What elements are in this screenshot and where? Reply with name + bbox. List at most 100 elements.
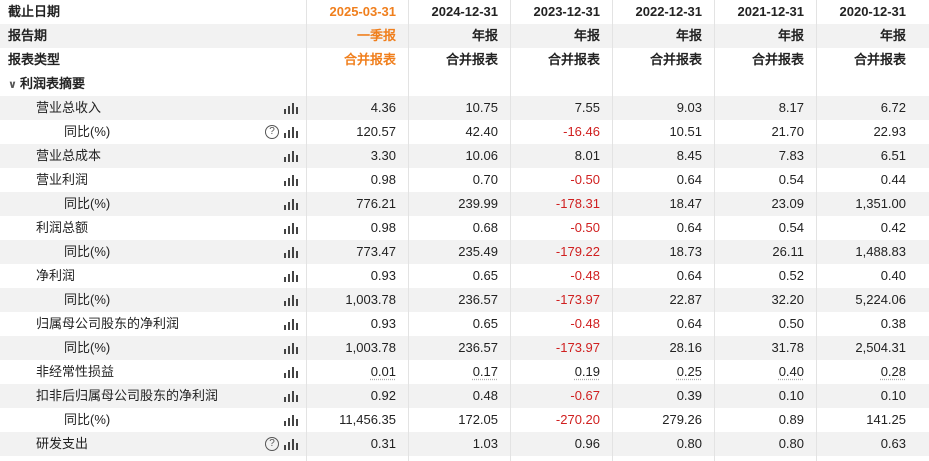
bar-chart-icon[interactable] bbox=[284, 366, 298, 378]
value-cell: 31.78 bbox=[771, 340, 804, 355]
table-row: 净利润 0.93 0.65 -0.48 0.64 0.52 0.40 bbox=[0, 264, 929, 288]
value-cell: 773.47 bbox=[356, 244, 396, 259]
bar-chart-icon[interactable] bbox=[284, 414, 298, 426]
value-cell: -16.46 bbox=[563, 124, 600, 139]
value-link[interactable]: 0.19 bbox=[574, 364, 600, 379]
row-label: 同比(%) bbox=[64, 292, 111, 307]
bar-chart-icon[interactable] bbox=[284, 222, 298, 234]
value-cell: 9.03 bbox=[676, 100, 702, 115]
table-row: 同比(%) 11,456.35 172.05 -270.20 279.26 0.89 141… bbox=[0, 408, 929, 432]
value-cell: 22.93 bbox=[873, 124, 906, 139]
value-cell: 6.51 bbox=[880, 148, 906, 163]
value-cell: -270.20 bbox=[555, 412, 600, 427]
header-cell: 合并报表 bbox=[853, 52, 906, 67]
help-circle-icon[interactable]: ? bbox=[265, 437, 279, 451]
value-cell: 0.01 bbox=[306, 360, 402, 384]
header-cell[interactable]: 2022-12-31 bbox=[635, 4, 703, 19]
bar-chart-icon[interactable] bbox=[284, 342, 298, 354]
value-cell: 21.70 bbox=[771, 124, 804, 139]
header-cell[interactable]: 2023-12-31 bbox=[533, 4, 601, 19]
value-cell: 0.93 bbox=[370, 316, 396, 331]
value-cell: 0.98 bbox=[370, 220, 396, 235]
bar-chart-icon[interactable] bbox=[284, 390, 298, 402]
value-cell: 2,504.31 bbox=[855, 340, 906, 355]
bar-chart-icon[interactable] bbox=[284, 270, 298, 282]
value-cell: 0.50 bbox=[778, 316, 804, 331]
header-cell[interactable]: 2021-12-31 bbox=[737, 4, 805, 19]
value-cell: 236.57 bbox=[458, 292, 498, 307]
row-icons: ? bbox=[265, 432, 298, 456]
table-row: 营业总成本 3.30 10.06 8.01 8.45 7.83 6.51 bbox=[0, 144, 929, 168]
value-cell: 18.47 bbox=[669, 196, 702, 211]
value-cell: 7.55 bbox=[574, 100, 600, 115]
bar-chart-icon[interactable] bbox=[284, 294, 298, 306]
value-cell: 0.89 bbox=[778, 412, 804, 427]
table-row: 研发支出? 0.31 1.03 0.96 0.80 0.80 0.63 bbox=[0, 432, 929, 456]
value-link[interactable]: 0.28 bbox=[880, 364, 906, 379]
value-link[interactable]: 0.25 bbox=[676, 364, 702, 379]
value-cell: 776.21 bbox=[356, 196, 396, 211]
value-cell: -173.97 bbox=[555, 292, 600, 307]
help-circle-icon[interactable]: ? bbox=[265, 125, 279, 139]
row-icons bbox=[284, 216, 298, 240]
value-cell: 0.54 bbox=[778, 172, 804, 187]
value-cell: 0.48 bbox=[472, 388, 498, 403]
header-row: 报告期 一季报 年报 年报 年报 年报 年报 bbox=[0, 24, 929, 48]
column-divider bbox=[408, 0, 409, 461]
value-cell: 0.64 bbox=[676, 172, 702, 187]
row-icons bbox=[284, 168, 298, 192]
bar-chart-icon[interactable] bbox=[284, 438, 298, 450]
row-icons bbox=[284, 240, 298, 264]
row-icons: ? bbox=[265, 120, 298, 144]
value-cell: 1.03 bbox=[472, 436, 498, 451]
value-cell: 0.10 bbox=[778, 388, 804, 403]
row-label: 利润总额 bbox=[36, 220, 89, 235]
row-label: 净利润 bbox=[36, 268, 76, 283]
header-cell[interactable]: 2024-12-31 bbox=[431, 4, 499, 19]
value-link[interactable]: 0.40 bbox=[778, 364, 804, 379]
section-title: ∨ 利润表摘要 bbox=[8, 72, 298, 96]
value-cell: 0.98 bbox=[370, 172, 396, 187]
value-cell: 23.09 bbox=[771, 196, 804, 211]
bar-chart-icon[interactable] bbox=[284, 246, 298, 258]
value-cell: 0.31 bbox=[370, 436, 396, 451]
value-cell: 1,003.78 bbox=[345, 292, 396, 307]
value-cell: 239.99 bbox=[458, 196, 498, 211]
value-cell: 279.26 bbox=[662, 412, 702, 427]
header-cell: 合并报表 bbox=[547, 52, 600, 67]
table-row: 营业总收入 4.36 10.75 7.55 9.03 8.17 6.72 bbox=[0, 96, 929, 120]
value-link[interactable]: 0.17 bbox=[472, 364, 498, 379]
bar-chart-icon[interactable] bbox=[284, 198, 298, 210]
bar-chart-icon[interactable] bbox=[284, 174, 298, 186]
bar-chart-icon[interactable] bbox=[284, 318, 298, 330]
header-cell[interactable]: 2020-12-31 bbox=[839, 4, 907, 19]
value-link[interactable]: 0.01 bbox=[370, 364, 396, 379]
value-cell: 120.57 bbox=[356, 124, 396, 139]
header-label: 截止日期 bbox=[8, 4, 61, 19]
header-cell: 年报 bbox=[675, 28, 702, 43]
value-cell: 0.65 bbox=[472, 268, 498, 283]
value-cell: 6.72 bbox=[880, 100, 906, 115]
header-cell: 一季报 bbox=[356, 28, 396, 43]
value-cell: -0.50 bbox=[570, 172, 600, 187]
value-cell: 0.64 bbox=[676, 220, 702, 235]
section-row-income-summary[interactable]: ∨ 利润表摘要 bbox=[0, 72, 929, 96]
table-row: 同比(%) 776.21 239.99 -178.31 18.47 23.09 1,351.… bbox=[0, 192, 929, 216]
table-row: 同比(%)? 120.57 42.40 -16.46 10.51 21.70 22.93 bbox=[0, 120, 929, 144]
value-cell: 0.65 bbox=[472, 316, 498, 331]
row-label: 同比(%) bbox=[64, 412, 111, 427]
value-cell: 0.68 bbox=[472, 220, 498, 235]
bar-chart-icon[interactable] bbox=[284, 102, 298, 114]
row-label: 非经常性损益 bbox=[36, 364, 115, 379]
value-cell: 0.44 bbox=[880, 172, 906, 187]
row-label: 营业总成本 bbox=[36, 148, 102, 163]
column-divider bbox=[306, 0, 307, 461]
value-cell: 0.52 bbox=[778, 268, 804, 283]
chevron-down-icon[interactable]: ∨ bbox=[8, 79, 17, 91]
value-cell: 8.17 bbox=[778, 100, 804, 115]
header-cell[interactable]: 2025-03-31 bbox=[329, 4, 397, 19]
bar-chart-icon[interactable] bbox=[284, 150, 298, 162]
value-cell: 32.20 bbox=[771, 292, 804, 307]
row-icons bbox=[284, 96, 298, 120]
bar-chart-icon[interactable] bbox=[284, 126, 298, 138]
